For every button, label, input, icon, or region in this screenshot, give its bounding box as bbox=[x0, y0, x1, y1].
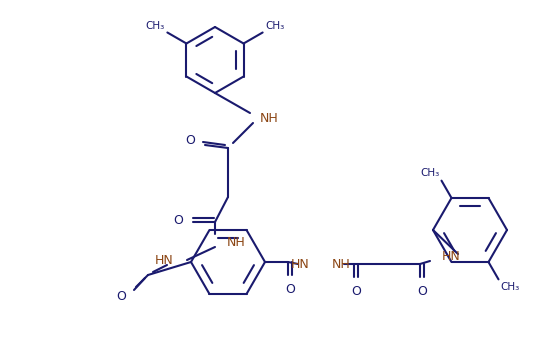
Text: O: O bbox=[173, 213, 183, 227]
Text: CH₃: CH₃ bbox=[500, 282, 520, 292]
Text: O: O bbox=[285, 283, 295, 296]
Text: HN: HN bbox=[291, 257, 310, 271]
Text: HN: HN bbox=[442, 250, 461, 262]
Text: NH: NH bbox=[227, 236, 246, 248]
Text: NH: NH bbox=[332, 257, 351, 271]
Text: CH₃: CH₃ bbox=[266, 20, 285, 30]
Text: HN: HN bbox=[154, 253, 173, 266]
Text: O: O bbox=[185, 134, 195, 146]
Text: O: O bbox=[116, 290, 126, 304]
Text: NH: NH bbox=[260, 111, 279, 125]
Text: O: O bbox=[351, 285, 361, 298]
Text: CH₃: CH₃ bbox=[145, 20, 164, 30]
Text: O: O bbox=[417, 285, 427, 298]
Text: CH₃: CH₃ bbox=[420, 168, 440, 178]
